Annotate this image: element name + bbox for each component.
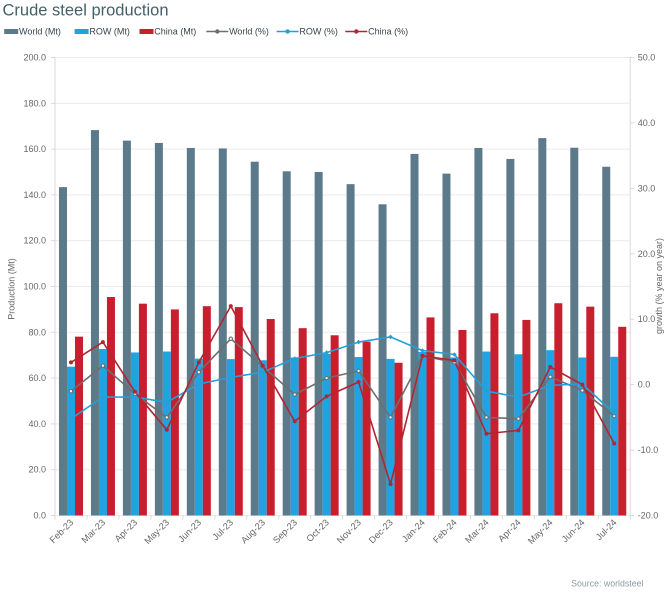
svg-text:Mar-24: Mar-24 <box>463 517 491 545</box>
svg-text:40.0: 40.0 <box>28 419 46 429</box>
svg-text:0.0: 0.0 <box>33 511 46 521</box>
svg-text:140.0: 140.0 <box>23 190 46 200</box>
svg-text:Production (Mt): Production (Mt) <box>7 258 17 320</box>
svg-text:Sep-23: Sep-23 <box>271 517 299 545</box>
svg-text:Nov-23: Nov-23 <box>335 517 363 545</box>
svg-text:Dec-23: Dec-23 <box>367 517 395 545</box>
svg-text:China (Mt): China (Mt) <box>154 27 196 37</box>
svg-text:May-23: May-23 <box>142 517 171 546</box>
svg-text:Feb-23: Feb-23 <box>48 517 76 545</box>
svg-text:50.0: 50.0 <box>638 53 656 63</box>
svg-text:Apr-23: Apr-23 <box>113 517 140 544</box>
svg-text:Jul-24: Jul-24 <box>594 517 619 542</box>
svg-text:ROW (Mt): ROW (Mt) <box>89 27 129 37</box>
svg-text:Apr-24: Apr-24 <box>496 517 523 544</box>
svg-text:Aug-23: Aug-23 <box>239 517 267 545</box>
svg-text:-10.0: -10.0 <box>638 445 659 455</box>
svg-text:Jul-23: Jul-23 <box>210 517 235 542</box>
svg-text:ROW (%): ROW (%) <box>299 27 338 37</box>
svg-text:Source: worldsteel: Source: worldsteel <box>571 578 643 588</box>
svg-text:Crude steel production: Crude steel production <box>3 2 169 20</box>
svg-text:Mar-23: Mar-23 <box>80 517 108 545</box>
svg-text:growth (% year on year): growth (% year on year) <box>654 238 664 334</box>
svg-text:60.0: 60.0 <box>28 373 46 383</box>
svg-text:40.0: 40.0 <box>638 118 656 128</box>
svg-text:World (%): World (%) <box>229 27 269 37</box>
svg-text:10.0: 10.0 <box>638 314 656 324</box>
svg-text:100.0: 100.0 <box>23 282 46 292</box>
svg-text:World (Mt): World (Mt) <box>19 27 61 37</box>
svg-text:-20.0: -20.0 <box>638 511 659 521</box>
svg-text:Jan-24: Jan-24 <box>400 517 427 544</box>
svg-text:Jun-23: Jun-23 <box>176 517 203 544</box>
svg-text:200.0: 200.0 <box>23 53 46 63</box>
svg-text:30.0: 30.0 <box>638 183 656 193</box>
svg-text:Feb-24: Feb-24 <box>431 517 459 545</box>
svg-text:0.0: 0.0 <box>638 380 651 390</box>
svg-text:160.0: 160.0 <box>23 144 46 154</box>
svg-text:180.0: 180.0 <box>23 98 46 108</box>
svg-text:Oct-23: Oct-23 <box>304 517 331 544</box>
svg-text:May-24: May-24 <box>526 517 555 546</box>
svg-text:20.0: 20.0 <box>28 465 46 475</box>
svg-text:China (%): China (%) <box>368 27 408 37</box>
svg-text:80.0: 80.0 <box>28 327 46 337</box>
svg-text:120.0: 120.0 <box>23 236 46 246</box>
svg-text:Jun-24: Jun-24 <box>560 517 587 544</box>
svg-text:20.0: 20.0 <box>638 249 656 259</box>
